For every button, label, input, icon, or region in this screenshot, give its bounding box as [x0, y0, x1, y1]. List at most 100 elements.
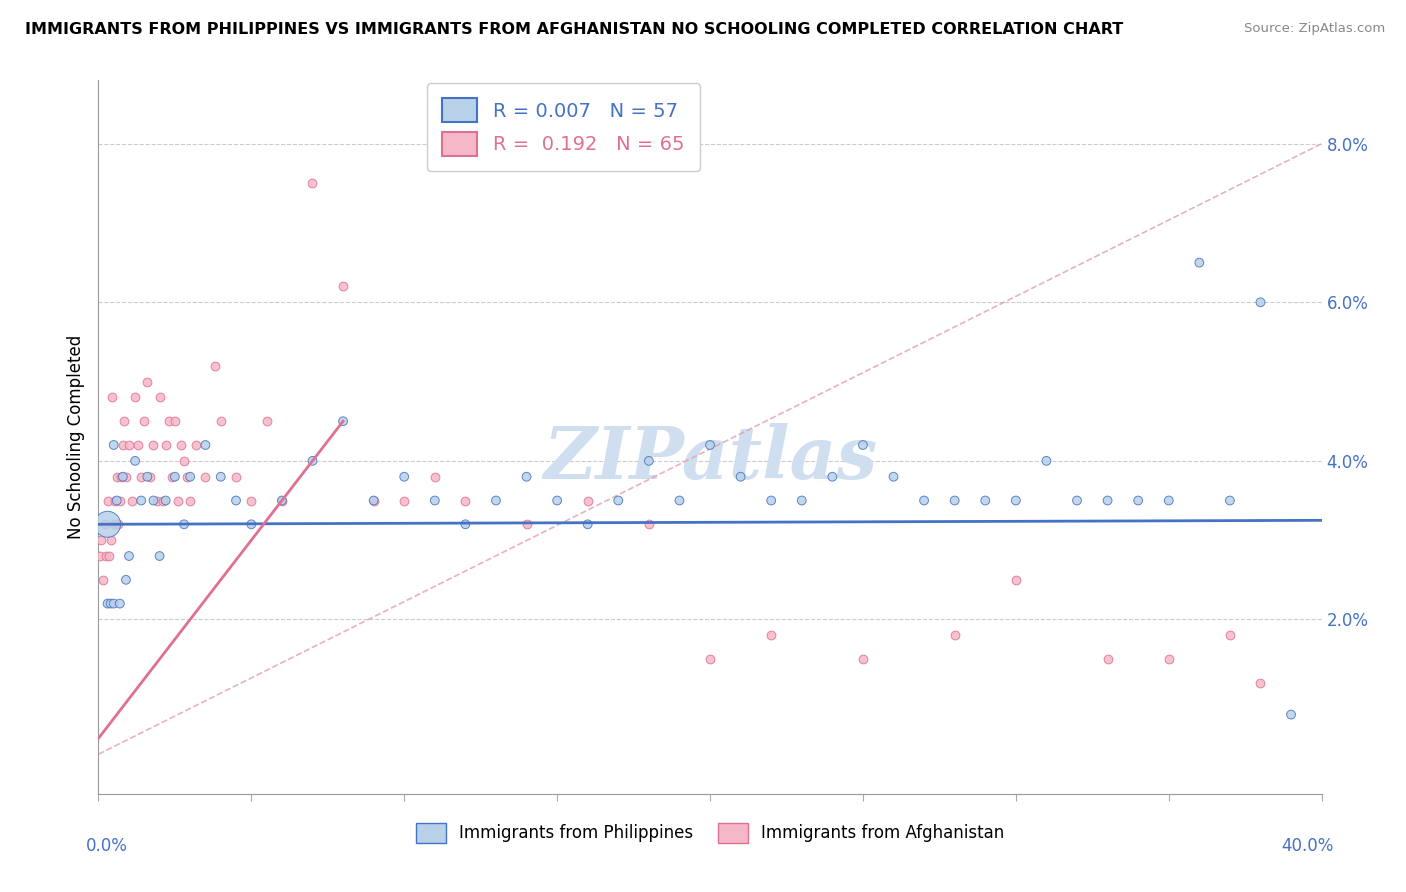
Point — [129, 493, 152, 508]
Text: 40.0%: 40.0% — [1281, 837, 1334, 855]
Point — [256, 414, 278, 428]
Point — [1157, 493, 1180, 508]
Point — [392, 469, 416, 483]
Point — [110, 469, 132, 483]
Point — [392, 493, 416, 508]
Point — [363, 493, 385, 508]
Point — [485, 493, 508, 508]
Point — [943, 493, 966, 508]
Point — [270, 493, 294, 508]
Point — [1279, 707, 1302, 722]
Point — [108, 493, 131, 508]
Point — [115, 573, 138, 587]
Point — [127, 438, 149, 452]
Point — [136, 375, 159, 389]
Point — [136, 469, 159, 483]
Point — [301, 454, 323, 468]
Point — [152, 493, 174, 508]
Point — [852, 652, 875, 666]
Point — [209, 469, 232, 483]
Point — [607, 493, 630, 508]
Point — [423, 493, 446, 508]
Point — [240, 493, 263, 508]
Point — [103, 517, 125, 532]
Point — [1250, 295, 1272, 310]
Point — [163, 414, 186, 428]
Point — [209, 414, 232, 428]
Point — [454, 493, 477, 508]
Point — [155, 438, 177, 452]
Text: IMMIGRANTS FROM PHILIPPINES VS IMMIGRANTS FROM AFGHANISTAN NO SCHOOLING COMPLETE: IMMIGRANTS FROM PHILIPPINES VS IMMIGRANT… — [25, 22, 1123, 37]
Y-axis label: No Schooling Completed: No Schooling Completed — [66, 335, 84, 539]
Point — [821, 469, 844, 483]
Point — [98, 549, 121, 563]
Point — [194, 469, 217, 483]
Point — [111, 469, 134, 483]
Point — [225, 469, 247, 483]
Point — [142, 493, 165, 508]
Legend: Immigrants from Philippines, Immigrants from Afghanistan: Immigrants from Philippines, Immigrants … — [409, 816, 1011, 850]
Point — [124, 454, 146, 468]
Text: ZIPatlas: ZIPatlas — [543, 423, 877, 494]
Point — [94, 549, 117, 563]
Point — [163, 469, 186, 483]
Point — [637, 454, 661, 468]
Point — [100, 533, 122, 548]
Point — [179, 493, 201, 508]
Point — [179, 469, 201, 483]
Point — [240, 517, 263, 532]
Point — [454, 517, 477, 532]
Point — [1004, 493, 1026, 508]
Point — [115, 469, 138, 483]
Text: 0.0%: 0.0% — [86, 837, 128, 855]
Point — [155, 493, 177, 508]
Point — [912, 493, 935, 508]
Point — [101, 391, 124, 405]
Point — [145, 493, 167, 508]
Point — [103, 438, 125, 452]
Point — [730, 469, 752, 483]
Point — [89, 549, 111, 563]
Point — [974, 493, 997, 508]
Point — [1004, 573, 1026, 587]
Point — [176, 469, 198, 483]
Point — [173, 517, 195, 532]
Point — [91, 573, 114, 587]
Point — [173, 454, 195, 468]
Point — [363, 493, 385, 508]
Point — [97, 597, 120, 611]
Point — [204, 359, 226, 373]
Point — [423, 469, 446, 483]
Point — [699, 652, 721, 666]
Point — [1097, 493, 1119, 508]
Point — [93, 517, 115, 532]
Point — [1250, 676, 1272, 690]
Point — [668, 493, 690, 508]
Point — [1066, 493, 1088, 508]
Point — [105, 469, 128, 483]
Point — [139, 469, 162, 483]
Point — [97, 517, 120, 532]
Point — [124, 391, 146, 405]
Point — [129, 469, 152, 483]
Point — [121, 493, 143, 508]
Point — [1128, 493, 1150, 508]
Point — [1035, 454, 1057, 468]
Point — [301, 177, 323, 191]
Point — [1157, 652, 1180, 666]
Point — [170, 438, 193, 452]
Point — [761, 628, 783, 642]
Point — [107, 517, 129, 532]
Point — [118, 438, 141, 452]
Point — [149, 549, 172, 563]
Point — [105, 493, 128, 508]
Point — [134, 414, 156, 428]
Point — [149, 391, 172, 405]
Point — [546, 493, 568, 508]
Point — [699, 438, 721, 452]
Point — [111, 438, 134, 452]
Point — [186, 438, 208, 452]
Point — [142, 438, 165, 452]
Point — [90, 533, 112, 548]
Point — [167, 493, 190, 508]
